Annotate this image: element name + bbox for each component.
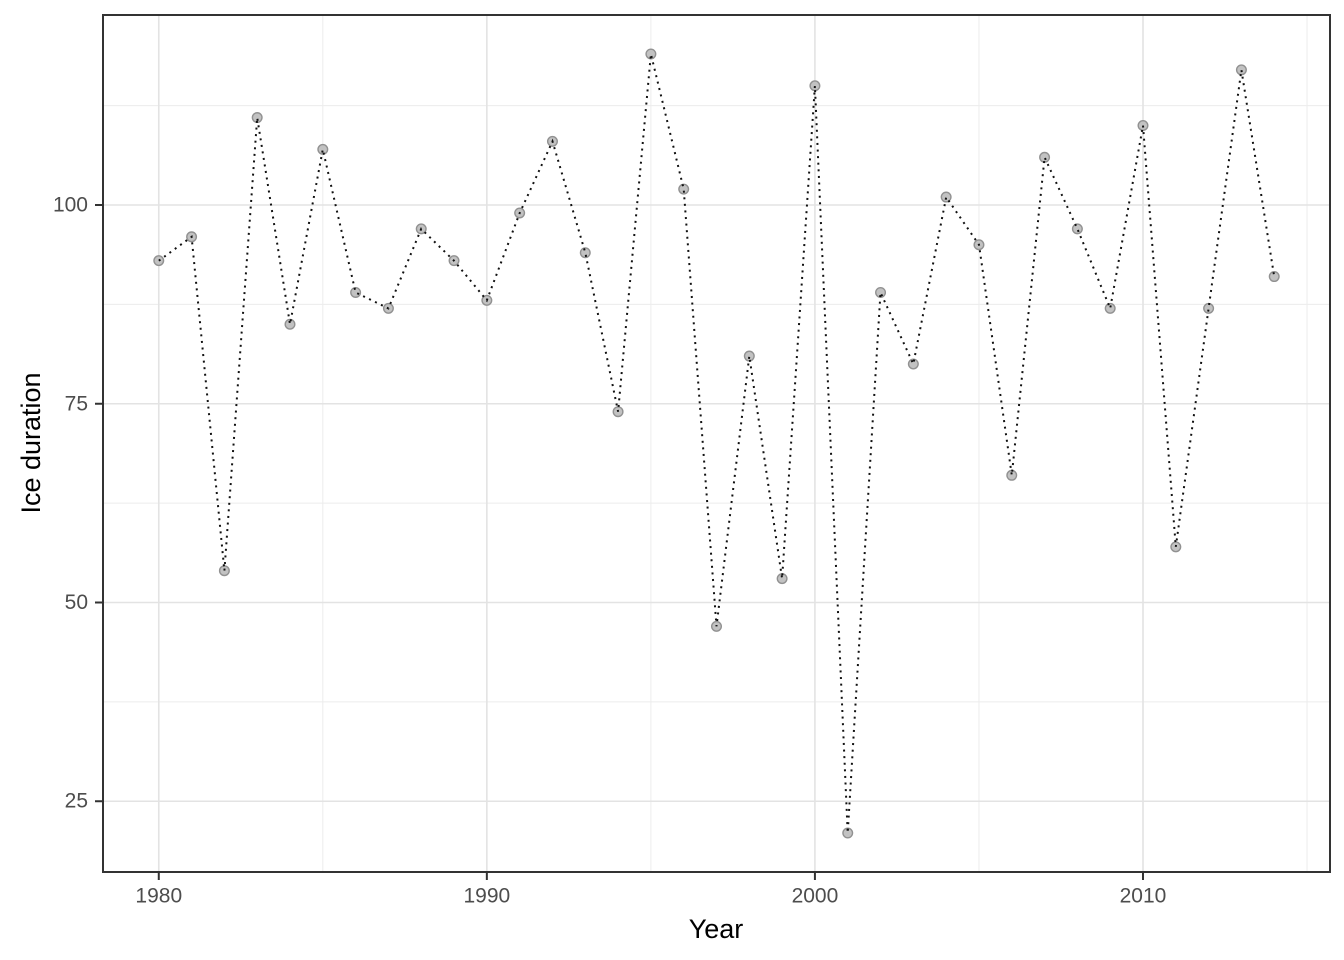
data-point [350, 286, 362, 298]
x-axis-title: Year [689, 914, 744, 944]
data-point [809, 80, 821, 92]
panel-border [102, 14, 1331, 873]
x-tick-label: 2010 [1120, 885, 1167, 908]
gridlines-major [103, 15, 1330, 872]
data-point [875, 286, 887, 298]
axis-ticks [95, 204, 1144, 880]
data-point [251, 112, 263, 124]
x-tick-labels: 1980 1990 2000 2010 [135, 885, 1166, 908]
data-point [317, 143, 329, 155]
gridlines-minor [103, 15, 1330, 872]
data-point [1104, 302, 1116, 314]
data-point [1039, 151, 1051, 163]
data-point [743, 350, 755, 362]
data-point [842, 827, 854, 839]
data-point [1203, 302, 1215, 314]
y-tick-label: 100 [53, 194, 88, 217]
data-point [1268, 271, 1280, 283]
data-point [579, 247, 591, 259]
y-tick-labels: 25 50 75 100 [53, 194, 88, 813]
data-line-dotted [158, 53, 1276, 834]
x-tick-label: 1980 [135, 885, 182, 908]
data-point [1137, 120, 1149, 132]
data-point [678, 183, 690, 195]
plot-panel [103, 15, 1330, 872]
data-point [1006, 469, 1018, 481]
x-tick-label: 2000 [792, 885, 839, 908]
data-point [1071, 223, 1083, 235]
y-tick-label: 50 [65, 591, 88, 614]
data-point [907, 358, 919, 370]
y-tick-label: 25 [65, 790, 88, 813]
y-axis-title: Ice duration [16, 372, 46, 513]
data-point [218, 565, 230, 577]
x-tick-label: 1990 [463, 885, 510, 908]
data-point [645, 48, 657, 60]
data-point [940, 191, 952, 203]
data-points [153, 48, 1280, 839]
y-tick-label: 75 [65, 392, 88, 415]
data-point [1235, 64, 1247, 76]
